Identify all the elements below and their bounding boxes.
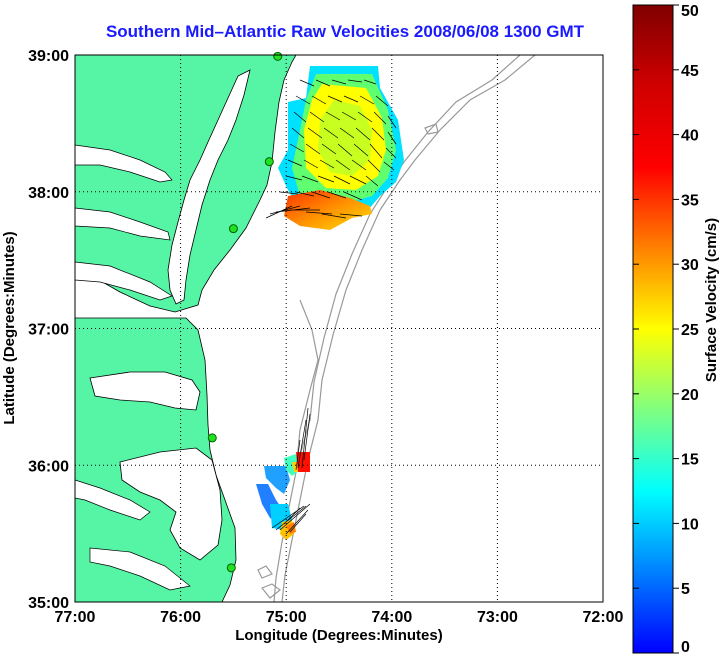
- radar-stations: [207, 51, 283, 573]
- bay-tributary: [75, 261, 173, 301]
- velocity-field-north: [265, 66, 404, 230]
- colorbar-tick-label: 5: [681, 581, 690, 598]
- colorbar-tick-label: 20: [681, 387, 699, 404]
- lon-tick-label: 75:00: [266, 609, 307, 626]
- lon-tick-label: 73:00: [477, 609, 518, 626]
- colorbar-tick-label: 25: [681, 322, 699, 339]
- river-estuary: [89, 547, 191, 591]
- pamlico-sound: [119, 447, 223, 561]
- albemarle-sound: [89, 371, 201, 411]
- chesapeake-bay: [167, 69, 251, 305]
- river-estuary: [75, 479, 151, 521]
- map-frame: [74, 54, 604, 603]
- lat-tick-label: 38:00: [28, 185, 69, 202]
- radar-station: [207, 433, 217, 443]
- colorbar-label: Surface Velocity (cm/s): [703, 218, 720, 382]
- bay-tributary: [75, 207, 171, 241]
- colorbar-tick-label: 15: [681, 452, 699, 469]
- longitude-ticks: 77:00 76:00 75:00 74:00 73:00 72:00: [55, 609, 624, 626]
- colorbar-tick-label: 35: [681, 192, 699, 209]
- radar-station: [273, 51, 283, 61]
- colorbar-tick-label: 50: [681, 3, 699, 20]
- lon-tick-label: 74:00: [371, 609, 412, 626]
- radar-station: [264, 157, 274, 167]
- radar-station: [226, 563, 236, 573]
- lat-tick-label: 35:00: [28, 595, 69, 612]
- bay-tributary: [75, 144, 173, 183]
- map-title: Southern Mid–Atlantic Raw Velocities 200…: [105, 22, 585, 41]
- colorbar-tick-label: 45: [681, 63, 699, 80]
- lon-tick-label: 77:00: [55, 609, 96, 626]
- land-mass: [75, 55, 297, 313]
- latitude-ticks: 39:00 38:00 37:00 36:00 35:00: [28, 48, 69, 612]
- lat-tick-label: 36:00: [28, 458, 69, 475]
- colorbar-tick-label: 10: [681, 516, 699, 533]
- colorbar-tick-label: 0: [681, 639, 690, 656]
- map-grid: [75, 55, 603, 602]
- lon-tick-label: 76:00: [160, 609, 201, 626]
- colorbar-ticks: 0 5 10 15 20 25 30 35 40 45 50: [633, 3, 699, 656]
- lat-tick-label: 37:00: [28, 322, 69, 339]
- velocity-field-south: [256, 407, 311, 540]
- y-axis-label: Latitude (Degrees:Minutes): [1, 231, 18, 424]
- radar-station: [228, 224, 238, 234]
- x-axis-label: Longitude (Degrees:Minutes): [235, 627, 443, 644]
- lon-tick-label: 72:00: [583, 609, 624, 626]
- colorbar-tick-label: 40: [681, 128, 699, 145]
- colorbar-tick-label: 30: [681, 257, 699, 274]
- colorbar: [632, 4, 674, 654]
- lat-tick-label: 39:00: [28, 48, 69, 65]
